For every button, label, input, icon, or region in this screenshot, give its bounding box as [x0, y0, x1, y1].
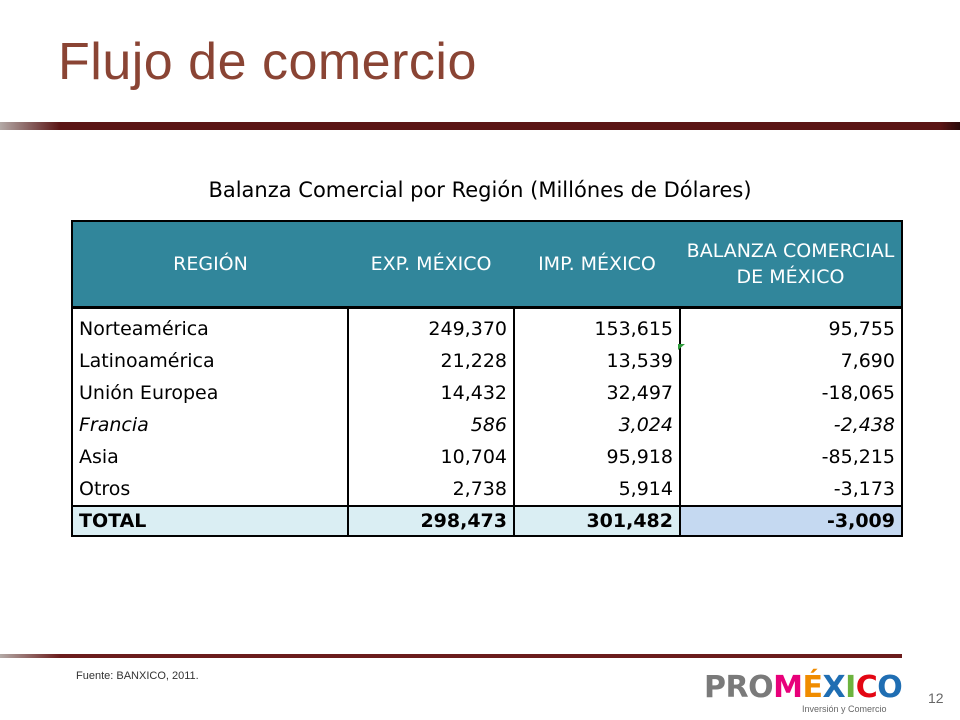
total-row: TOTAL 298,473 301,482 -3,009 — [72, 505, 902, 536]
row-imports: 95,918 — [513, 441, 680, 473]
row-imports: 13,539 — [513, 345, 680, 377]
logo-letter-m: M — [773, 670, 803, 705]
table-row: Unión Europea 14,432 32,497 -18,065 — [72, 377, 902, 409]
header-region: REGIÓN — [72, 221, 348, 309]
slide-title: Flujo de comercio — [58, 33, 477, 91]
row-exports: 14,432 — [347, 377, 514, 409]
header-balance: BALANZA COMERCIAL DE MÉXICO — [680, 221, 902, 309]
table-row: Norteamérica 249,370 153,615 95,755 — [72, 307, 902, 345]
header-imports: IMP. MÉXICO — [514, 221, 680, 309]
total-balance: -3,009 — [679, 505, 902, 536]
logo-letter-x: X — [822, 670, 846, 705]
row-balance: 95,755 — [679, 307, 902, 345]
row-region: Latinoamérica — [79, 350, 215, 372]
table-caption: Balanza Comercial por Región (Millónes d… — [208, 178, 752, 202]
row-region: Otros — [79, 478, 131, 500]
total-imports: 301,482 — [513, 505, 680, 536]
row-imports: 153,615 — [513, 307, 680, 345]
row-balance: -85,215 — [679, 441, 902, 473]
table-row: Otros 2,738 5,914 -3,173 — [72, 473, 902, 506]
row-balance: -3,173 — [679, 473, 902, 506]
row-exports: 21,228 — [347, 345, 514, 377]
row-region: Unión Europea — [79, 382, 219, 404]
row-imports: 3,024 — [513, 409, 680, 441]
cell-comment-marker-icon — [678, 344, 685, 350]
logo-letter-i: I — [845, 670, 856, 705]
logo-letter-c: C — [855, 670, 878, 705]
row-exports: 586 — [347, 409, 514, 441]
row-region: Norteamérica — [79, 318, 209, 340]
source-note: Fuente: BANXICO, 2011. — [76, 670, 199, 682]
trade-balance-table: REGIÓN EXP. MÉXICO IMP. MÉXICO BALANZA C… — [71, 220, 903, 537]
header-exports: EXP. MÉXICO — [348, 221, 514, 309]
row-exports: 2,738 — [347, 473, 514, 506]
header-row: REGIÓN EXP. MÉXICO IMP. MÉXICO BALANZA C… — [72, 221, 902, 309]
row-exports: 10,704 — [347, 441, 514, 473]
trade-table-container: REGIÓN EXP. MÉXICO IMP. MÉXICO BALANZA C… — [71, 220, 903, 537]
row-balance: 7,690 — [679, 345, 902, 377]
logo-wordmark: PROMÉXICO — [704, 670, 903, 705]
title-divider — [0, 122, 960, 130]
row-imports: 32,497 — [513, 377, 680, 409]
row-region: Francia — [79, 414, 149, 436]
logo-pro: PRO — [704, 670, 774, 705]
table-row: Asia 10,704 95,918 -85,215 — [72, 441, 902, 473]
logo-letter-e: É — [802, 670, 823, 705]
logo-letter-o: O — [877, 670, 903, 705]
table-row: Francia 586 3,024 -2,438 — [72, 409, 902, 441]
total-region: TOTAL — [72, 505, 348, 536]
page-number: 12 — [928, 690, 944, 706]
footer-divider — [0, 654, 902, 658]
table-row: Latinoamérica 21,228 13,539 7,690 — [72, 345, 902, 377]
promexico-logo: PROMÉXICO Inversión y Comercio — [704, 670, 903, 716]
row-region: Asia — [79, 446, 119, 468]
row-balance: -18,065 — [679, 377, 902, 409]
row-exports: 249,370 — [347, 307, 514, 345]
logo-tagline: Inversión y Comercio — [802, 704, 887, 714]
row-imports: 5,914 — [513, 473, 680, 506]
total-exports: 298,473 — [347, 505, 514, 536]
row-balance: -2,438 — [679, 409, 902, 441]
